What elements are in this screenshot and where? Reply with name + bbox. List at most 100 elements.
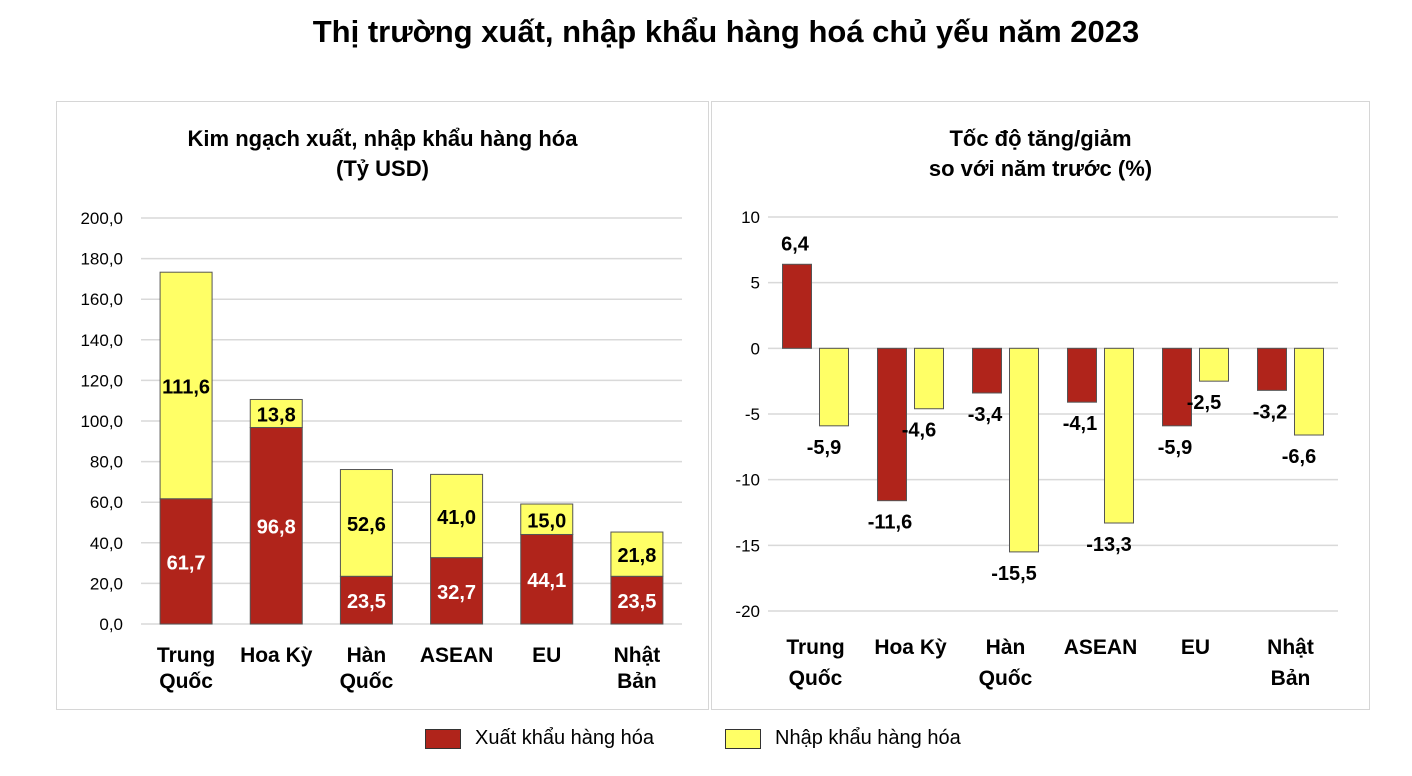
y-tick-label: 20,0 [90,574,123,593]
data-label: -4,6 [902,420,936,442]
bar-import [159,271,213,500]
y-tick-label: 5 [751,274,760,293]
data-label: 96,8 [257,517,296,539]
data-label: 23,5 [347,591,386,613]
x-tick-label: Bản [1271,667,1311,690]
bar-import [819,347,849,427]
data-label: 44,1 [527,570,566,592]
chart-title-line: Tốc độ tăng/giảm [949,126,1132,151]
y-tick-label: 120,0 [80,371,123,390]
chart-subtitle-line: so với năm trước (%) [928,156,1153,181]
y-tick-label: 160,0 [80,290,123,309]
legend-swatch-export [425,728,461,749]
y-tick-label: 40,0 [90,534,123,553]
chart-title-growth: Tốc độ tăng/giảm so với năm trước (%) [712,124,1369,184]
x-tick-label: Bản [617,670,657,693]
data-label: -5,9 [807,437,841,459]
data-label: -3,4 [968,404,1003,426]
legend-swatch-import [725,728,761,749]
bar-import [1199,347,1229,382]
legend-label-import: Nhập khẩu hàng hóa [775,727,961,749]
data-label: -11,6 [868,512,912,534]
y-tick-label: -5 [745,405,760,424]
x-tick-label: Quốc [789,667,843,690]
bar-import [1009,347,1039,553]
data-label: -3,2 [1253,401,1287,423]
bar-export [1257,347,1287,391]
y-tick-label: 60,0 [90,493,123,512]
chart-legend: Xuất khẩu hàng hóa Nhập khẩu hàng hóa [0,727,1412,757]
bar-export [339,575,393,625]
data-label: 111,6 [162,376,210,398]
legend-label-export: Xuất khẩu hàng hóa [475,727,655,749]
data-label: -15,5 [991,563,1037,585]
x-tick-label: ASEAN [1064,636,1138,659]
chart-panel-values: Kim ngạch xuất, nhập khẩu hàng hóa (Tỷ U… [56,101,709,710]
bar-export [782,263,812,349]
bar-import [339,469,393,577]
stacked-bar-chart: 0,0 20,0 40,0 60,0 80,0 100,0 120,0 140,0 160,0 1… [80,209,682,693]
y-tick-label: 0 [751,339,760,358]
bar-export [1162,347,1192,427]
bar-export [972,347,1002,394]
x-tick-label: EU [1181,636,1210,659]
chart-title-values: Kim ngạch xuất, nhập khẩu hàng hóa (Tỷ U… [57,124,708,184]
x-tick-label: Quốc [979,667,1033,690]
x-tick-label: Trung [786,636,844,659]
data-label: 32,7 [437,582,476,604]
bar-import [520,503,574,535]
bar-import [1294,347,1324,436]
x-tick-label: Quốc [340,670,394,693]
x-tick-label: Trung [157,644,215,667]
data-label: 13,8 [257,404,296,426]
legend-item-export: Xuất khẩu hàng hóa [425,727,654,750]
x-tick-label: Nhật [1267,636,1314,659]
x-tick-label: Quốc [159,670,213,693]
data-label: 6,4 [781,233,810,255]
y-tick-label: 140,0 [80,331,123,350]
chart-title-line: Kim ngạch xuất, nhập khẩu hàng hóa [187,126,578,151]
data-label: 61,7 [167,552,206,574]
y-tick-label: 100,0 [80,412,123,431]
bar-import [914,347,944,410]
chart-panel-growth: Tốc độ tăng/giảm so với năm trước (%) -2… [711,101,1370,710]
x-tick-label: EU [532,644,561,667]
data-label: -13,3 [1086,534,1132,556]
bar-import [1104,347,1134,524]
page-title: Thị trường xuất, nhập khẩu hàng hoá chủ … [312,14,1140,49]
bar-export [877,347,907,502]
bar-export [520,533,574,625]
data-label: 52,6 [347,514,386,536]
bar-export [1067,347,1097,403]
legend-item-import: Nhập khẩu hàng hóa [725,727,961,750]
data-label: 21,8 [617,545,656,567]
bar-import [249,398,303,428]
y-tick-label: -20 [735,602,760,621]
y-tick-label: 180,0 [80,250,123,269]
y-tick-label: 80,0 [90,453,123,472]
data-label: -2,5 [1187,392,1221,414]
y-tick-label: 200,0 [80,209,123,228]
x-tick-label: Nhật [614,644,661,667]
x-tick-label: Hàn [986,636,1026,659]
bar-import [430,473,484,559]
bar-import [610,531,664,577]
data-label: 15,0 [527,510,566,532]
chart-subtitle-line: (Tỷ USD) [336,156,429,181]
x-tick-label: Hàn [347,644,387,667]
data-label: -6,6 [1282,446,1316,468]
x-tick-label: Hoa Kỳ [874,636,947,659]
data-label: 23,5 [617,591,656,613]
data-label: -4,1 [1063,413,1097,435]
grouped-bar-chart: -20 -15 -10 -5 0 5 10 6,4 -5,9 Trung Quốc -11,6 -4,6… [735,208,1338,690]
y-tick-label: -15 [735,536,760,555]
x-tick-label: Hoa Kỳ [240,644,313,667]
x-tick-label: ASEAN [420,644,494,667]
data-label: 41,0 [437,507,476,529]
bar-export [249,426,303,625]
y-tick-label: 0,0 [99,615,123,634]
y-tick-label: -10 [735,471,760,490]
bar-export [159,498,213,625]
data-label: -5,9 [1158,437,1192,459]
y-tick-label: 10 [741,208,760,227]
